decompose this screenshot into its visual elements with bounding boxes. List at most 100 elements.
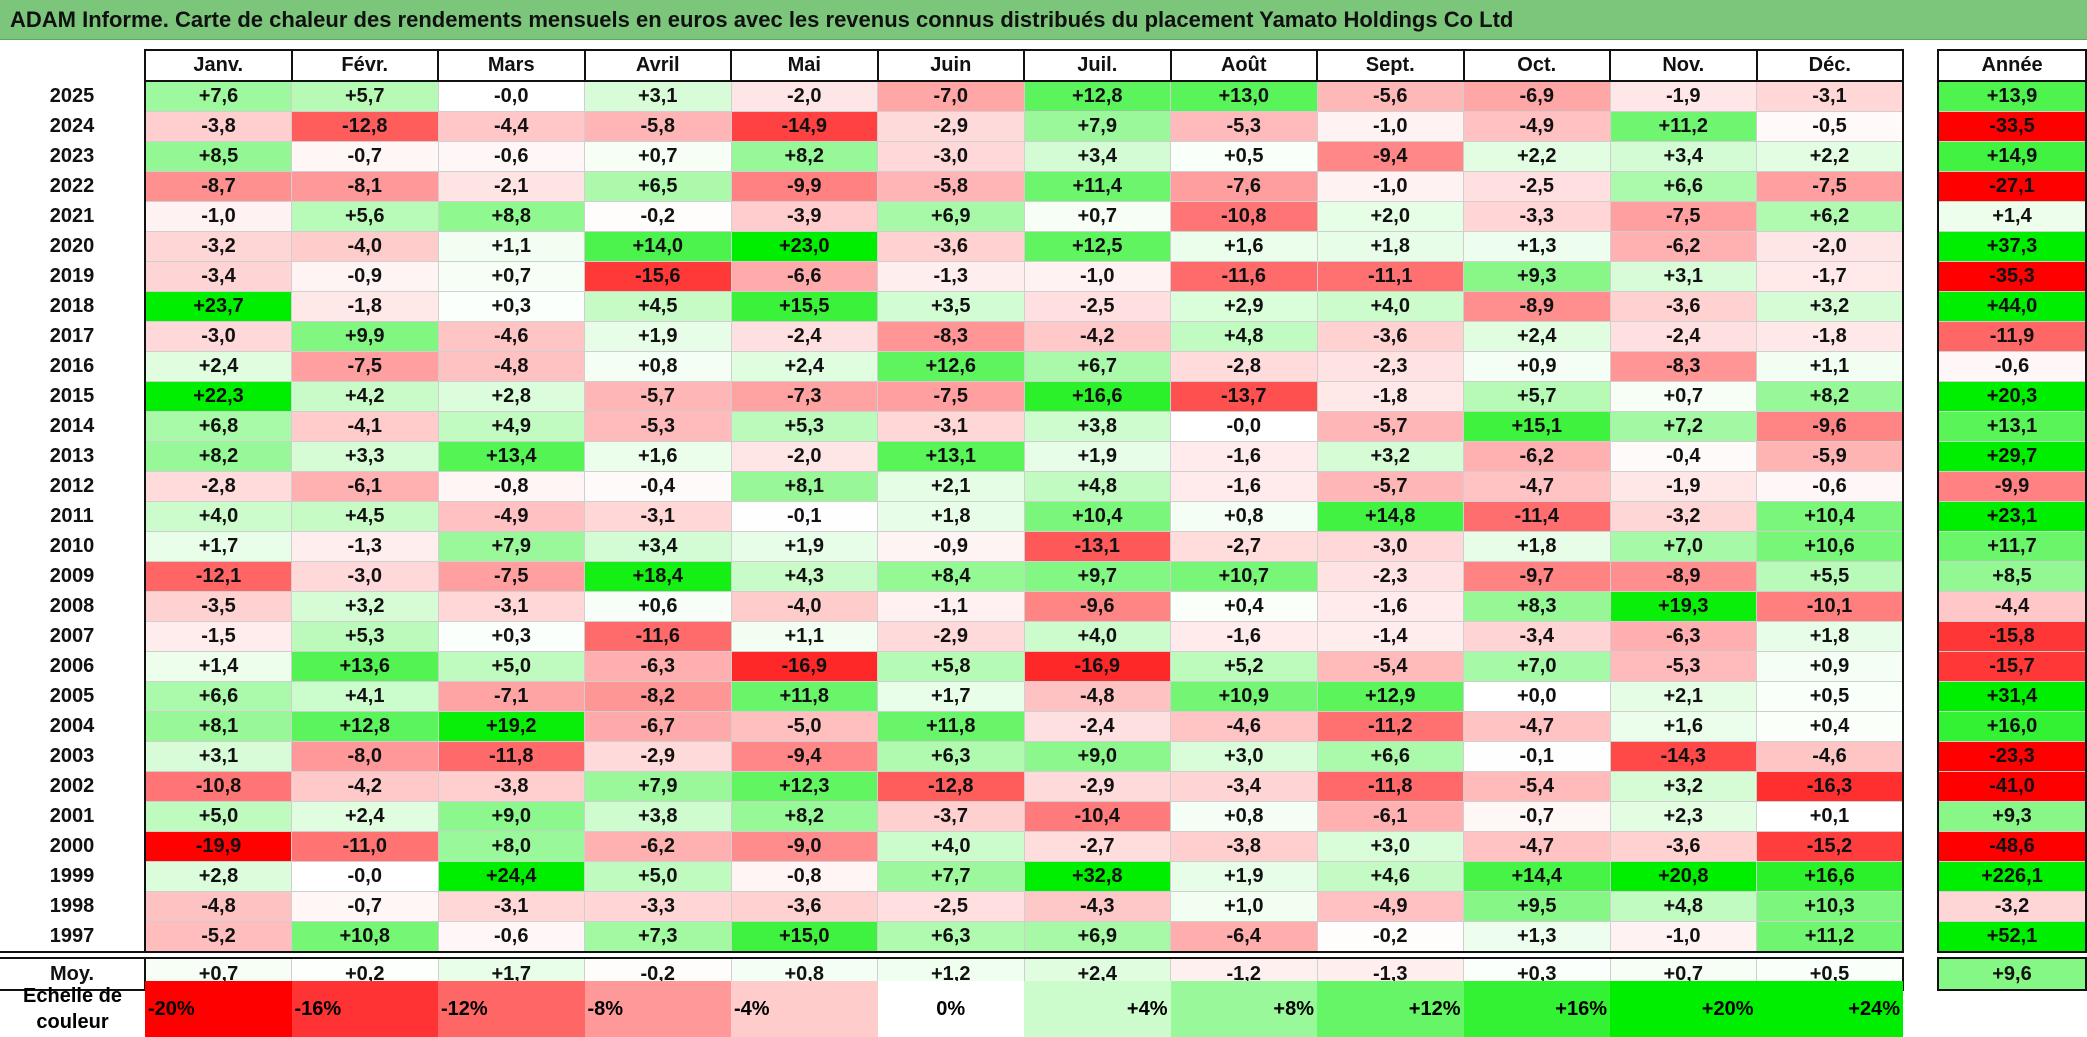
heatmap-cell: -4,7 bbox=[1463, 471, 1611, 502]
heatmap-cell: +3,2 bbox=[1316, 441, 1464, 472]
heatmap-cell: +5,2 bbox=[1170, 651, 1318, 682]
heatmap-cell: -8,0 bbox=[291, 741, 439, 772]
heatmap-cell: -1,6 bbox=[1170, 441, 1318, 472]
heatmap-table: Janv. Févr. Mars Avril Mai Juin Juil. Août Sept.… bbox=[0, 49, 1904, 991]
color-scale-label: Echelle de couleur bbox=[23, 985, 122, 1033]
heatmap-cell: -2,9 bbox=[584, 741, 732, 772]
heatmap-cell: -1,3 bbox=[291, 531, 439, 562]
heatmap-cell: -11,4 bbox=[1463, 501, 1611, 532]
heatmap-cell: +8,2 bbox=[1756, 381, 1904, 412]
heatmap-cell: -0,2 bbox=[584, 201, 732, 232]
heatmap-cell: -1,9 bbox=[1609, 80, 1757, 112]
heatmap-cell: -7,3 bbox=[730, 381, 878, 412]
heatmap-cell: -1,8 bbox=[291, 291, 439, 322]
color-scale-cell: -20% bbox=[145, 981, 292, 1037]
row-year-label: 2005 bbox=[0, 681, 146, 712]
heatmap-cell: +6,9 bbox=[877, 201, 1025, 232]
heatmap-cell: +2,1 bbox=[877, 471, 1025, 502]
heatmap-cell: -4,3 bbox=[1023, 891, 1171, 922]
annual-cell: -9,9 bbox=[1937, 471, 2087, 502]
heatmap-cell: +7,2 bbox=[1609, 411, 1757, 442]
heatmap-cell: -3,6 bbox=[877, 231, 1025, 262]
heatmap-cell: -3,4 bbox=[1463, 621, 1611, 652]
color-scale-cell: +20% bbox=[1610, 981, 1757, 1037]
heatmap-cell: +1,6 bbox=[584, 441, 732, 472]
annual-row: +52,1 bbox=[1937, 921, 2087, 953]
annual-row: -15,8 bbox=[1937, 621, 2087, 652]
annual-cell: +14,9 bbox=[1937, 141, 2087, 172]
heatmap-cell: -9,4 bbox=[730, 741, 878, 772]
annual-cell: +9,3 bbox=[1937, 801, 2087, 832]
heatmap-cell: -1,0 bbox=[1316, 171, 1464, 202]
color-scale-cell: +12% bbox=[1317, 981, 1464, 1037]
heatmap-cell: +0,5 bbox=[1170, 141, 1318, 172]
heatmap-row: 2020 -3,2 -4,0 +1,1 +14,0 +23,0 -3,6 +12,5 +1,6 +… bbox=[0, 231, 1904, 262]
heatmap-cell: -7,5 bbox=[291, 351, 439, 382]
heatmap-cell: -0,7 bbox=[291, 891, 439, 922]
heatmap-row: 2025 +7,6 +5,7 -0,0 +3,1 -2,0 -7,0 +12,8 +13,0 -5… bbox=[0, 80, 1904, 112]
heatmap-cell: -7,0 bbox=[877, 80, 1025, 112]
heatmap-cell: -5,3 bbox=[1170, 111, 1318, 142]
heatmap-cell: +3,0 bbox=[1170, 741, 1318, 772]
heatmap-cell: -2,0 bbox=[730, 441, 878, 472]
heatmap-cell: +9,9 bbox=[291, 321, 439, 352]
heatmap-cell: +2,4 bbox=[144, 351, 292, 382]
row-year-label: 2010 bbox=[0, 531, 146, 562]
heatmap-cell: -3,8 bbox=[144, 111, 292, 142]
heatmap-cell: -3,1 bbox=[437, 891, 585, 922]
heatmap-cell: -0,7 bbox=[1463, 801, 1611, 832]
heatmap-cell: -2,3 bbox=[1316, 351, 1464, 382]
annual-cell: +11,7 bbox=[1937, 531, 2087, 562]
heatmap-cell: +9,3 bbox=[1463, 261, 1611, 292]
heatmap-cell: +4,0 bbox=[877, 831, 1025, 862]
heatmap-cell: +2,2 bbox=[1756, 141, 1904, 172]
heatmap-cell: +4,1 bbox=[291, 681, 439, 712]
heatmap-cell: +0,5 bbox=[1756, 681, 1904, 712]
annual-header: Année bbox=[1937, 49, 2087, 82]
heatmap-cell: -8,3 bbox=[877, 321, 1025, 352]
heatmap-row: 2012 -2,8 -6,1 -0,8 -0,4 +8,1 +2,1 +4,8 -1,6 -5,7… bbox=[0, 471, 1904, 502]
heatmap-cell: -1,6 bbox=[1170, 471, 1318, 502]
heatmap-cell: +8,0 bbox=[437, 831, 585, 862]
heatmap-cell: +14,0 bbox=[584, 231, 732, 262]
heatmap-cell: -4,9 bbox=[1316, 891, 1464, 922]
heatmap-cell: +5,7 bbox=[291, 80, 439, 112]
heatmap-cell: -4,1 bbox=[291, 411, 439, 442]
row-year-label: 1998 bbox=[0, 891, 146, 922]
heatmap-cell: +0,4 bbox=[1756, 711, 1904, 742]
heatmap-cell: -9,6 bbox=[1756, 411, 1904, 442]
annual-row: +29,7 bbox=[1937, 441, 2087, 472]
row-year-label: 2007 bbox=[0, 621, 146, 652]
heatmap-row: 2005 +6,6 +4,1 -7,1 -8,2 +11,8 +1,7 -4,8 +10,9 +1… bbox=[0, 681, 1904, 712]
heatmap-cell: -0,2 bbox=[1316, 921, 1464, 953]
heatmap-cell: -11,6 bbox=[584, 621, 732, 652]
heatmap-cell: +8,2 bbox=[144, 441, 292, 472]
row-year-label: 2004 bbox=[0, 711, 146, 742]
heatmap-cell: +1,4 bbox=[144, 651, 292, 682]
average-label: Moy. bbox=[0, 957, 146, 991]
heatmap-cell: -4,2 bbox=[291, 771, 439, 802]
heatmap-cell: +0,8 bbox=[1170, 801, 1318, 832]
heatmap-cell: -3,0 bbox=[877, 141, 1025, 172]
heatmap-cell: -2,8 bbox=[1170, 351, 1318, 382]
heatmap-cell: -1,6 bbox=[1170, 621, 1318, 652]
heatmap-row: 2021 -1,0 +5,6 +8,8 -0,2 -3,9 +6,9 +0,7 -10,8 +2,… bbox=[0, 201, 1904, 232]
heatmap-cell: +5,3 bbox=[291, 621, 439, 652]
heatmap-cell: +5,0 bbox=[584, 861, 732, 892]
heatmap-cell: +14,4 bbox=[1463, 861, 1611, 892]
heatmap-cell: +1,3 bbox=[1463, 231, 1611, 262]
heatmap-cell: -2,1 bbox=[437, 171, 585, 202]
row-year-label: 2000 bbox=[0, 831, 146, 862]
heatmap-cell: -3,1 bbox=[877, 411, 1025, 442]
heatmap-cell: +4,5 bbox=[584, 291, 732, 322]
annual-cell: -27,1 bbox=[1937, 171, 2087, 202]
heatmap-cell: +2,1 bbox=[1609, 681, 1757, 712]
heatmap-cell: -1,9 bbox=[1609, 471, 1757, 502]
heatmap-cell: +0,8 bbox=[1170, 501, 1318, 532]
month-header: Avril bbox=[583, 49, 732, 82]
color-scale-cell: -16% bbox=[291, 981, 438, 1037]
heatmap-cell: +3,1 bbox=[1609, 261, 1757, 292]
annual-cell: -15,7 bbox=[1937, 651, 2087, 682]
heatmap-cell: +6,9 bbox=[1023, 921, 1171, 953]
heatmap-cell: -1,1 bbox=[877, 591, 1025, 622]
